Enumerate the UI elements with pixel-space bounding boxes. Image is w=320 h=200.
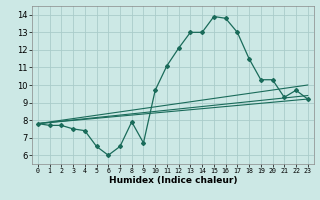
X-axis label: Humidex (Indice chaleur): Humidex (Indice chaleur) xyxy=(108,176,237,185)
